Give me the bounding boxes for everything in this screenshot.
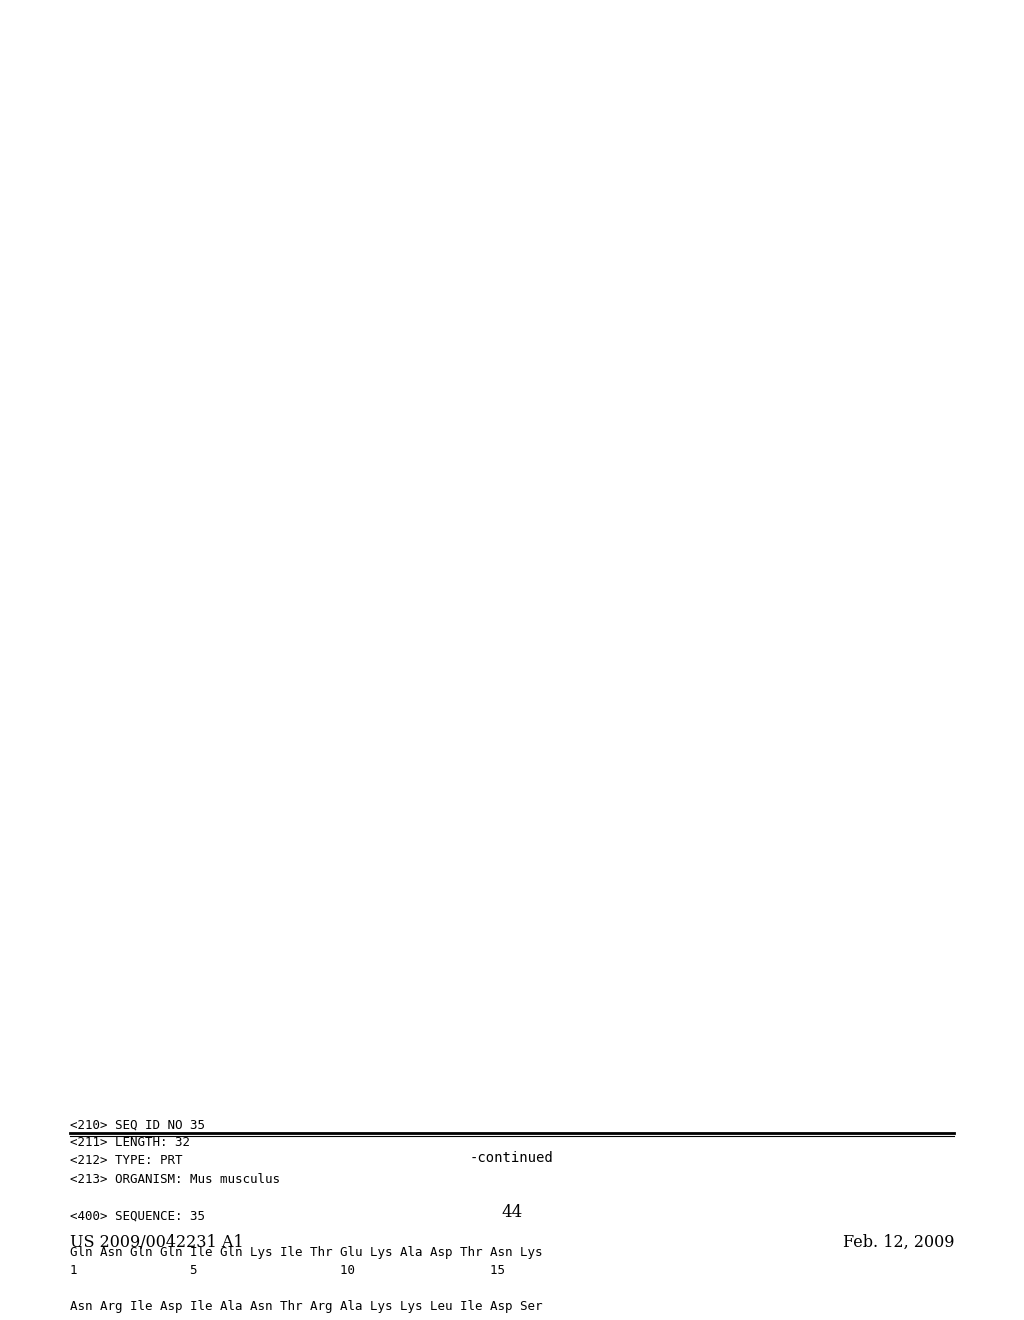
Text: <210> SEQ ID NO 35: <210> SEQ ID NO 35 [70,1118,205,1131]
Text: <212> TYPE: PRT: <212> TYPE: PRT [70,1155,182,1167]
Text: Asn Arg Ile Asp Ile Ala Asn Thr Arg Ala Lys Lys Leu Ile Asp Ser: Asn Arg Ile Asp Ile Ala Asn Thr Arg Ala … [70,1300,542,1313]
Text: <211> LENGTH: 32: <211> LENGTH: 32 [70,1137,189,1150]
Text: US 2009/0042231 A1: US 2009/0042231 A1 [70,1234,244,1251]
Text: <400> SEQUENCE: 35: <400> SEQUENCE: 35 [70,1209,205,1222]
Text: -continued: -continued [470,1151,554,1166]
Text: 44: 44 [502,1204,522,1221]
Text: Feb. 12, 2009: Feb. 12, 2009 [843,1234,954,1251]
Text: 1               5                   10                  15: 1 5 10 15 [70,1263,505,1276]
Text: Gln Asn Gln Gln Ile Gln Lys Ile Thr Glu Lys Ala Asp Thr Asn Lys: Gln Asn Gln Gln Ile Gln Lys Ile Thr Glu … [70,1246,542,1258]
Text: <213> ORGANISM: Mus musculus: <213> ORGANISM: Mus musculus [70,1172,280,1185]
